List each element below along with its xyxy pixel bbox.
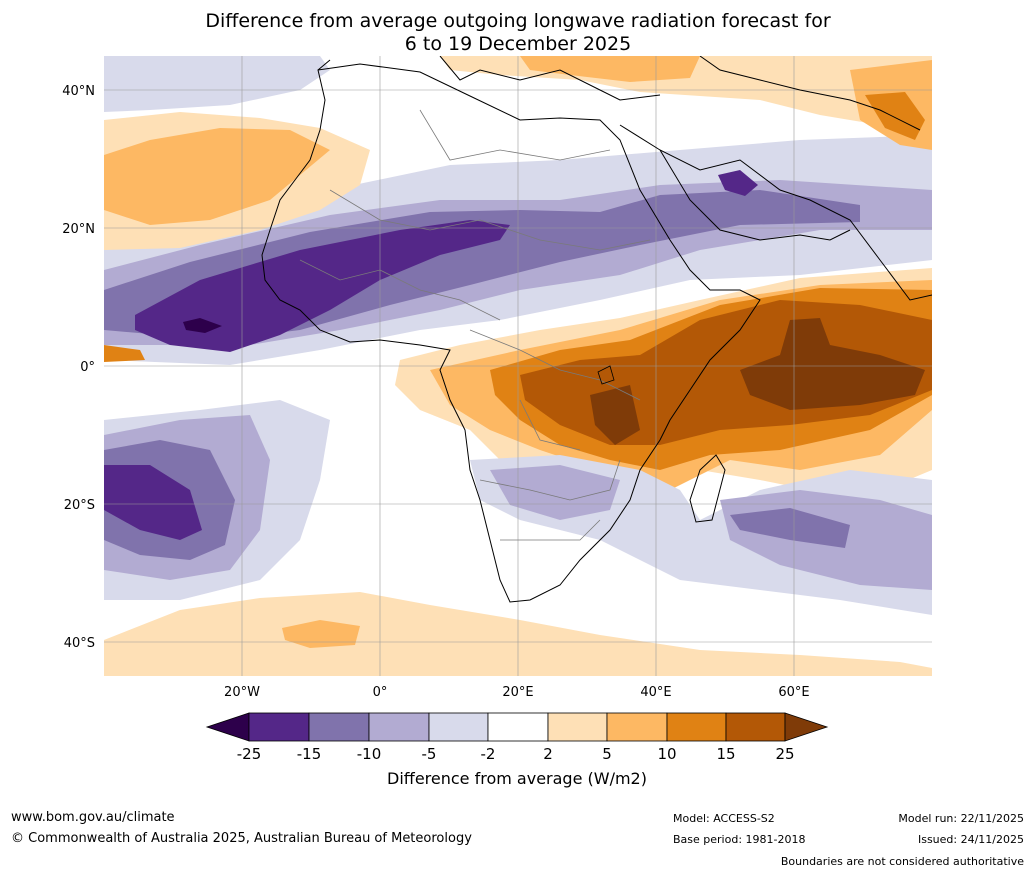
border-central-africa xyxy=(469,329,641,401)
colorbar-label: -15 xyxy=(297,745,322,763)
border-southern-africa xyxy=(479,459,621,501)
boundaries-disclaimer: Boundaries are not considered authoritat… xyxy=(780,855,1024,868)
base-period: Base period: 1981-2018 xyxy=(673,833,806,846)
anomaly-region-gulf-negative xyxy=(718,170,758,196)
colorbar-label: -2 xyxy=(481,745,496,763)
africa-coastline xyxy=(261,63,761,603)
colorbar-segment-7 xyxy=(606,712,668,742)
anomaly-region-southern-africa-medium-negative xyxy=(490,465,932,590)
anomaly-region-core-negative xyxy=(183,318,222,333)
map-plot-area xyxy=(104,56,932,676)
lat-tick-40n: 40°N xyxy=(62,84,95,99)
lon-tick-20e: 20°E xyxy=(502,685,533,700)
colorbar-label: 2 xyxy=(543,745,553,763)
colorbar-segment-1 xyxy=(248,712,310,742)
anomaly-region-southern-ocean-moderate-positive xyxy=(282,620,360,648)
anomaly-region-north-atlantic-moderate-positive xyxy=(104,128,330,225)
lat-tick-0: 0° xyxy=(80,360,95,375)
colorbar-label: 15 xyxy=(716,745,735,763)
colorbar-label: -25 xyxy=(237,745,262,763)
website-link[interactable]: www.bom.gov.au/climate xyxy=(11,810,175,825)
coastlines xyxy=(261,56,932,603)
border-south-africa xyxy=(500,519,601,541)
europe-coastline xyxy=(317,56,921,131)
colorbar-label: 5 xyxy=(602,745,612,763)
lon-tick-60e: 60°E xyxy=(778,685,809,700)
lon-tick-20w: 20°W xyxy=(224,685,260,700)
title-line-2: 6 to 19 December 2025 xyxy=(404,33,632,55)
anomaly-region-mediterranean-moderate-positive xyxy=(520,56,932,150)
graticule xyxy=(104,56,932,676)
model-run-date: Model run: 22/11/2025 xyxy=(898,812,1024,825)
anomaly-region-mediterranean-positive xyxy=(440,56,932,140)
anomaly-region-north-light-negative xyxy=(104,56,330,112)
colorbar-extend-high xyxy=(784,712,829,742)
anomaly-region-south-indian-ocean-strong-negative xyxy=(730,508,850,548)
arabia-coastline xyxy=(619,124,932,301)
lat-tick-20s: 20°S xyxy=(64,498,95,513)
colorbar-segment-2 xyxy=(308,712,370,742)
colorbar-segment-5 xyxy=(487,712,549,742)
colorbar-segment-9 xyxy=(725,712,786,742)
colorbar-label: 25 xyxy=(775,745,794,763)
lon-tick-0: 0° xyxy=(373,685,388,700)
border-sahara xyxy=(329,189,651,251)
copyright-notice: © Commonwealth of Australia 2025, Austra… xyxy=(11,831,472,846)
lat-tick-20n: 20°N xyxy=(62,222,95,237)
anomaly-region-iran-strong-positive xyxy=(865,92,925,140)
colorbar-segment-4 xyxy=(428,712,489,742)
border-congo xyxy=(519,399,581,451)
madagascar-coastline xyxy=(689,454,726,523)
colorbar-label: 10 xyxy=(657,745,676,763)
colorbar-extend-low xyxy=(205,712,250,742)
colorbar-segment-3 xyxy=(368,712,430,742)
lat-tick-40s: 40°S xyxy=(64,636,95,651)
colorbar-labels: -25 -15 -10 -5 -2 2 5 10 15 25 xyxy=(237,745,795,763)
map-title: Difference from average outgoing longwav… xyxy=(104,10,932,56)
anomaly-region-south-atlantic-very-strong-negative xyxy=(104,465,202,540)
border-north-africa xyxy=(419,109,611,161)
colorbar-label: -5 xyxy=(422,745,437,763)
lake-victoria xyxy=(597,365,615,385)
issued-date: Issued: 24/11/2025 xyxy=(917,833,1024,846)
colorbar-segment-8 xyxy=(666,712,727,742)
anomaly-region-west-africa-very-strong-negative xyxy=(135,220,510,352)
country-borders xyxy=(299,109,651,541)
colorbar-segment-6 xyxy=(547,712,608,742)
model-name: Model: ACCESS-S2 xyxy=(673,812,775,825)
anomaly-region-gulf-of-guinea-positive xyxy=(104,345,145,362)
colorbar-label: -10 xyxy=(357,745,382,763)
longitude-axis: 20°W 0° 20°E 40°E 60°E xyxy=(224,685,810,700)
lon-tick-40e: 40°E xyxy=(640,685,671,700)
colorbar-title: Difference from average (W/m2) xyxy=(387,769,647,788)
anomaly-region-indian-ocean-extreme-positive xyxy=(590,318,925,445)
title-line-1: Difference from average outgoing longwav… xyxy=(205,10,831,32)
latitude-axis: 40°N 20°N 0° 20°S 40°S xyxy=(62,84,95,651)
border-west-africa xyxy=(299,259,501,321)
